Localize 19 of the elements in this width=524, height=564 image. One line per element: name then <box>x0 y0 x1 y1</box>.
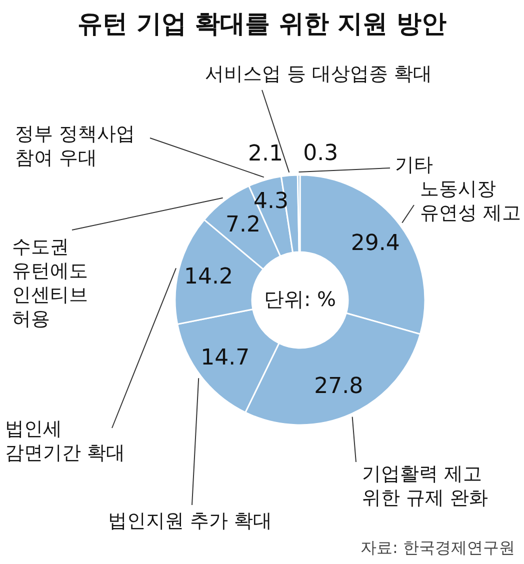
text: 자료: 한국경제연구원 <box>360 538 515 557</box>
slice-label: 정부 정책사업 참여 우대 <box>15 123 136 169</box>
slice-label: 수도권 유턴에도 인센티브 허용 <box>12 236 88 330</box>
slice-label: 법인지원 추가 확대 <box>108 510 272 532</box>
chart-title: 유턴 기업 확대를 위한 지원 방안 <box>78 9 446 38</box>
slice-label: 노동시장 유연성 제고 <box>420 178 522 224</box>
data-label: 2.1 <box>248 142 284 167</box>
data-label: 7.2 <box>226 212 261 238</box>
data-label: 27.8 <box>314 374 364 400</box>
slice-label: 기업활력 제고 위한 규제 완화 <box>362 463 488 509</box>
data-label: 29.4 <box>350 231 400 256</box>
text: 단위: % <box>264 287 336 311</box>
data-label: 4.3 <box>253 189 288 214</box>
slice-label: 서비스업 등 대상업종 확대 <box>205 63 432 85</box>
data-label: 14.7 <box>200 346 250 371</box>
data-label: 0.3 <box>303 141 338 166</box>
data-label: 14.2 <box>184 264 233 290</box>
slice-label: 기타 <box>395 154 433 176</box>
slice-label: 법인세 감면기간 확대 <box>5 418 126 464</box>
